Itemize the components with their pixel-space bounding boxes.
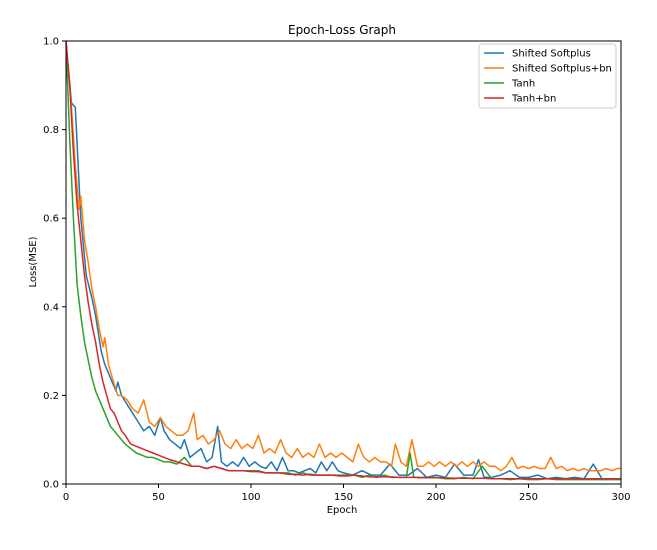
y-tick-label: 0.0 — [43, 480, 59, 491]
x-tick-label: 150 — [334, 492, 353, 503]
series-line-shifted-softplus — [66, 41, 621, 481]
y-tick-label: 0.2 — [43, 391, 59, 402]
x-axis-label: Epoch — [327, 505, 358, 516]
x-tick-label: 300 — [611, 492, 630, 503]
x-tick-label: 0 — [63, 492, 69, 503]
y-tick-label: 0.8 — [43, 125, 59, 136]
y-axis-label: Loss(MSE) — [28, 236, 39, 287]
x-axis: 0 50 100 150 200 250 300 — [63, 484, 631, 503]
y-tick-label: 0.4 — [43, 302, 59, 313]
plot-lines — [66, 41, 621, 481]
y-tick-label: 0.6 — [43, 214, 59, 225]
series-line-shifted-softplus-bn — [66, 41, 621, 472]
legend-box — [478, 43, 617, 109]
legend-label: Shifted Softplus+bn — [512, 64, 612, 75]
x-tick-label: 250 — [519, 492, 538, 503]
x-tick-label: 200 — [426, 492, 445, 503]
legend-label: Shifted Softplus — [512, 49, 591, 60]
y-axis: 0.0 0.2 0.4 0.6 0.8 1.0 — [43, 37, 66, 491]
x-tick-label: 100 — [241, 492, 260, 503]
legend-label: Tanh — [511, 79, 535, 90]
legend: Shifted Softplus Shifted Softplus+bn Tanh T… — [478, 43, 617, 109]
x-tick-label: 50 — [152, 492, 165, 503]
y-tick-label: 1.0 — [43, 37, 59, 48]
series-line-tanh-bn — [66, 41, 621, 480]
legend-label: Tanh+bn — [511, 94, 556, 105]
chart-title: Epoch-Loss Graph — [288, 23, 396, 37]
